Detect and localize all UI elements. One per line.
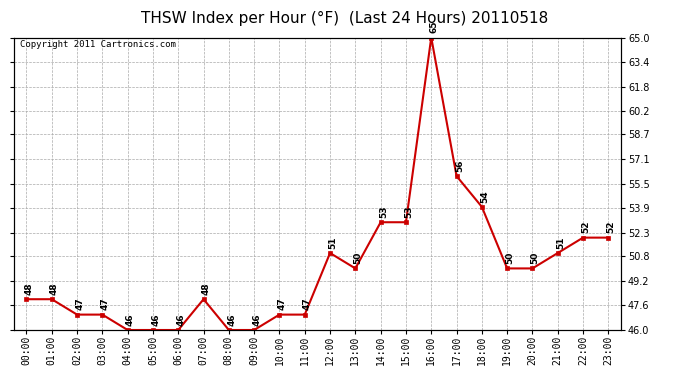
Text: 46: 46 — [177, 313, 186, 326]
Text: Copyright 2011 Cartronics.com: Copyright 2011 Cartronics.com — [20, 40, 176, 50]
Text: 53: 53 — [404, 206, 413, 218]
Text: 46: 46 — [227, 313, 236, 326]
Text: 48: 48 — [50, 282, 59, 295]
Text: 46: 46 — [253, 313, 262, 326]
Text: 48: 48 — [25, 282, 34, 295]
Text: 47: 47 — [278, 298, 287, 310]
Text: 46: 46 — [151, 313, 160, 326]
Text: 51: 51 — [328, 236, 337, 249]
Text: 54: 54 — [480, 190, 489, 202]
Text: 50: 50 — [354, 252, 363, 264]
Text: 51: 51 — [556, 236, 565, 249]
Text: 65: 65 — [430, 21, 439, 33]
Text: 52: 52 — [582, 221, 591, 234]
Text: 53: 53 — [379, 206, 388, 218]
Text: 46: 46 — [126, 313, 135, 326]
Text: 47: 47 — [75, 298, 84, 310]
Text: 52: 52 — [607, 221, 615, 234]
Text: 56: 56 — [455, 159, 464, 172]
Text: 50: 50 — [506, 252, 515, 264]
Text: 50: 50 — [531, 252, 540, 264]
Text: THSW Index per Hour (°F)  (Last 24 Hours) 20110518: THSW Index per Hour (°F) (Last 24 Hours)… — [141, 11, 549, 26]
Text: 47: 47 — [101, 298, 110, 310]
Text: 47: 47 — [303, 298, 312, 310]
Text: 48: 48 — [202, 282, 211, 295]
